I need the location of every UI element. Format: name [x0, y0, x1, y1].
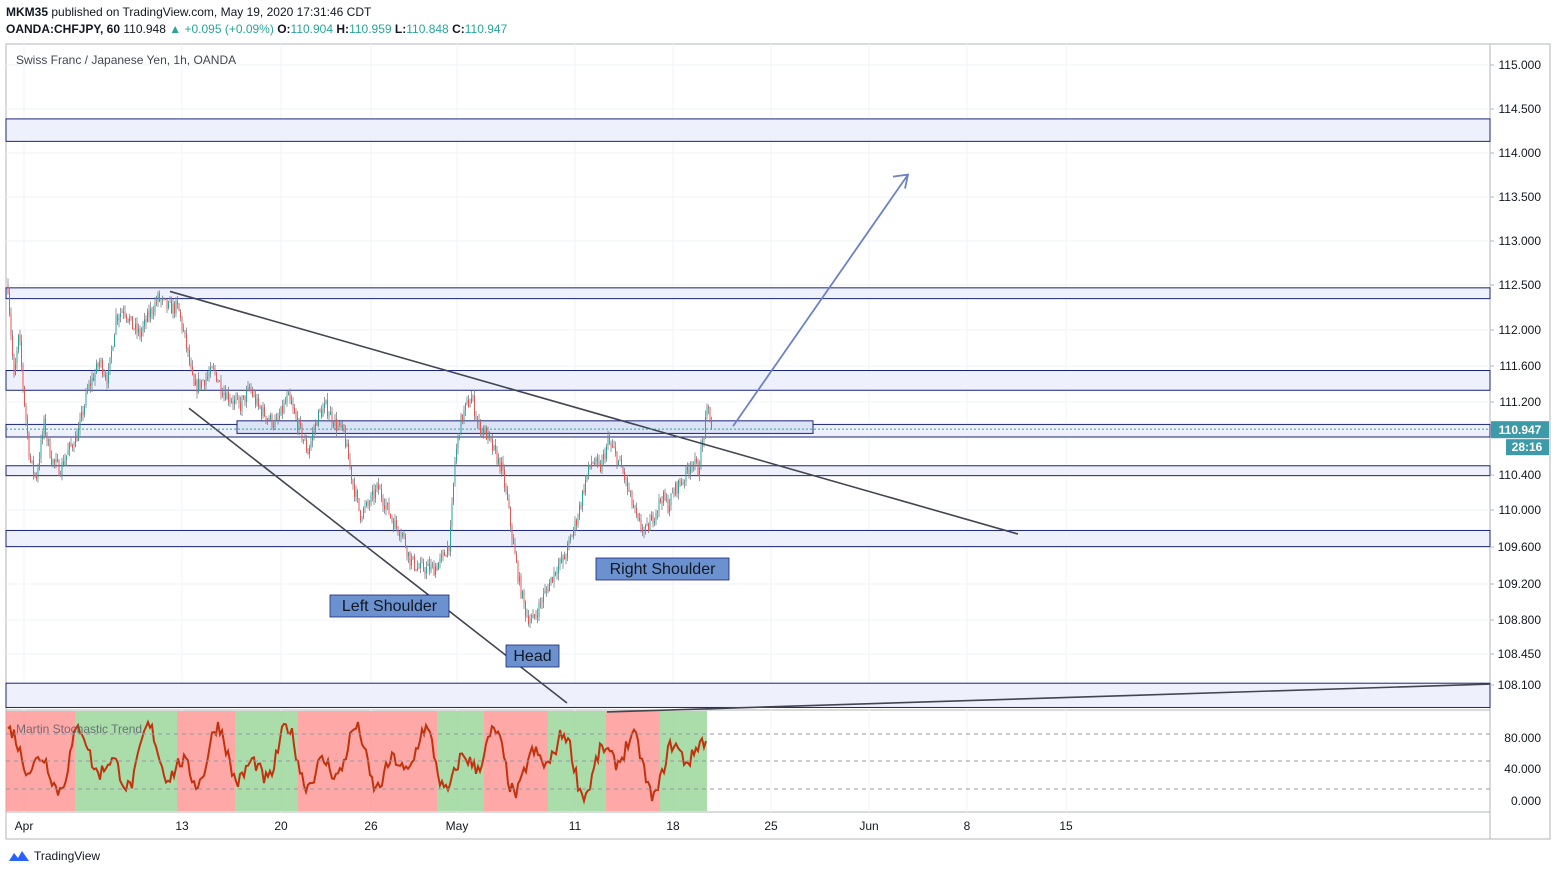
low-value: 110.848 — [406, 22, 449, 36]
head-label-box[interactable] — [505, 644, 560, 668]
high-label: H: — [336, 22, 350, 36]
price-tick-label: 108.800 — [1498, 613, 1542, 627]
time-tick-label: May — [446, 819, 469, 833]
time-axis[interactable]: Apr 13 20 26 May 11 18 25 Jun 8 15 — [15, 819, 1073, 833]
open-label: O: — [277, 22, 291, 36]
publish-info: MKM35 published on TradingView.com, May … — [6, 5, 371, 19]
low-label: L: — [394, 22, 407, 36]
price-tick-label: 115.000 — [1499, 58, 1542, 72]
long-support-line[interactable] — [606, 683, 1491, 713]
time-tick-label: Jun — [859, 819, 878, 833]
target-arrow-line[interactable] — [732, 174, 909, 427]
time-tick-label: 15 — [1059, 819, 1073, 833]
time-tick-label: 20 — [274, 819, 288, 833]
price-tick-label: 112.000 — [1499, 323, 1542, 337]
last-price-badge — [1491, 421, 1549, 439]
stochastic-band — [437, 711, 484, 811]
time-tick-label: 18 — [666, 819, 680, 833]
price-badge: 110.947 28:16 — [1491, 421, 1549, 456]
target-arrow-head-icon — [892, 173, 910, 189]
indicator-tick-label: 80.000 — [1504, 731, 1541, 745]
countdown-badge-text: 28:16 — [1512, 440, 1543, 454]
price-tick-label: 108.100 — [1498, 678, 1542, 692]
resistance-zone[interactable] — [5, 118, 1491, 142]
indicator-title: Martin Stochastic Trend — [16, 722, 143, 736]
close-value: 110.947 — [464, 22, 508, 36]
price-tick-label: 114.500 — [1499, 102, 1542, 116]
author-name[interactable]: MKM35 — [6, 5, 49, 19]
chart-title: Swiss Franc / Japanese Yen, 1h, OANDA — [16, 53, 237, 67]
price-axis[interactable]: 115.000 114.500 114.000 113.500 113.000 112.5… — [1490, 58, 1541, 692]
drawings[interactable] — [6, 173, 1491, 713]
symbol-name[interactable]: OANDA:CHFJPY, 60 — [6, 22, 121, 36]
last-price-badge-text: 110.947 — [1499, 423, 1542, 437]
right-shoulder-label-text: Right Shoulder — [610, 561, 717, 578]
left-shoulder-label-box[interactable] — [329, 594, 450, 618]
neckline-zone[interactable] — [236, 420, 814, 434]
indicator-tick-label: 40.000 — [1504, 762, 1541, 776]
upper-trendline[interactable] — [169, 290, 1019, 535]
price-tick-label: 108.450 — [1498, 647, 1542, 661]
price-tick-label: 111.600 — [1499, 359, 1541, 373]
footer-brand-text: TradingView — [34, 849, 101, 863]
lower-trendline[interactable] — [188, 407, 568, 704]
left-shoulder-label-text: Left Shoulder — [342, 598, 438, 615]
indicator-axis: 80.000 40.000 0.000 — [6, 731, 1541, 808]
price-tick-label: 110.400 — [1499, 468, 1542, 482]
resistance-zone[interactable] — [5, 682, 1491, 708]
price-tick-label: 113.000 — [1499, 234, 1542, 248]
chart-frame — [5, 43, 1551, 840]
open-value: 110.904 — [290, 22, 334, 36]
change-arrow-icon: ▲ — [169, 22, 182, 36]
price-tick-label: 109.200 — [1498, 577, 1542, 591]
right-shoulder-label-box[interactable] — [595, 557, 730, 581]
countdown-badge — [1506, 439, 1549, 456]
footer-brand[interactable]: TradingView — [8, 849, 100, 863]
stochastic-line — [7, 719, 707, 805]
resistance-zone[interactable] — [5, 287, 1491, 300]
close-label: C: — [452, 22, 465, 36]
time-tick-label: 26 — [364, 819, 378, 833]
time-tick-label: 8 — [964, 819, 971, 833]
horizontal-zones[interactable] — [5, 118, 1491, 708]
indicator-tick-label: 0.000 — [1511, 794, 1541, 808]
time-tick-label: Apr — [15, 819, 34, 833]
price-tick-label: 113.500 — [1499, 190, 1542, 204]
resistance-zone[interactable] — [5, 465, 1491, 477]
price-change: +0.095 (+0.09%) — [184, 22, 274, 36]
tradingview-logo-icon — [9, 851, 29, 861]
symbol-info: OANDA:CHFJPY, 60 110.948 ▲ +0.095 (+0.09… — [6, 22, 507, 36]
resistance-zone[interactable] — [5, 529, 1491, 548]
time-tick-label: 13 — [175, 819, 189, 833]
candles — [7, 278, 712, 628]
price-tick-label: 110.000 — [1499, 503, 1542, 517]
resistance-zone[interactable] — [5, 370, 1491, 391]
price-tick-label: 111.200 — [1499, 395, 1541, 409]
time-tick-label: 25 — [764, 819, 778, 833]
last-price: 110.948 — [123, 22, 166, 36]
head-label-text: Head — [513, 648, 551, 665]
publish-date: published on TradingView.com, May 19, 20… — [51, 5, 372, 19]
time-tick-label: 11 — [569, 819, 582, 833]
stochastic-oscillator-line — [7, 719, 707, 805]
price-tick-label: 114.000 — [1499, 146, 1542, 160]
price-tick-label: 112.500 — [1499, 278, 1542, 292]
high-value: 110.959 — [349, 22, 392, 36]
pattern-labels[interactable]: Left Shoulder Head Right Shoulder — [329, 557, 730, 668]
price-tick-label: 109.600 — [1498, 540, 1542, 554]
